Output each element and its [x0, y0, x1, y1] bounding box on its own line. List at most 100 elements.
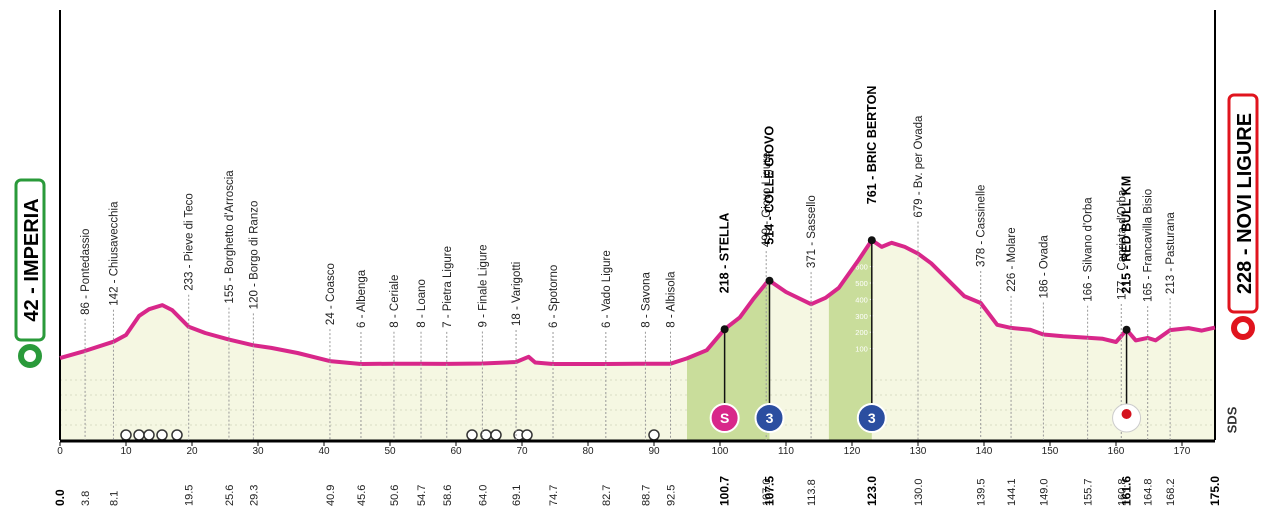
scale-label: 300 [855, 312, 868, 321]
icon [156, 429, 168, 441]
km-label: 160.8 [1116, 478, 1128, 506]
waypoint-label: 218 - STELLA [718, 213, 732, 294]
waypoint-dot [720, 325, 729, 334]
scale-label: 400 [855, 295, 868, 304]
x-tick-label: 130 [910, 446, 927, 457]
km-label: 64.0 [477, 485, 489, 506]
km-label: 3.8 [80, 491, 92, 506]
km-label: 139.5 [976, 478, 988, 506]
km-label: 88.7 [640, 485, 652, 506]
watermark: SDS [1224, 406, 1239, 433]
icon [171, 429, 183, 441]
icon [143, 429, 155, 441]
km-label: 107.0 [761, 478, 773, 506]
waypoint-dot [765, 276, 774, 285]
waypoint-label: 155 - Borghetto d'Arroscia [224, 170, 236, 304]
x-tick-label: 50 [384, 446, 396, 457]
waypoint-label: 378 - Cassinelle [976, 185, 988, 267]
finish-label: 228 - NOVI LIGURE [1234, 113, 1256, 294]
x-tick-label: 110 [778, 446, 794, 457]
x-tick-label: 70 [516, 446, 528, 457]
km-label: 144.1 [1006, 478, 1018, 506]
x-tick-label: 40 [318, 446, 330, 457]
waypoint-label: 177 - Capriata d'Orba [1116, 189, 1128, 300]
waypoint-label: 8 - Ceriale [389, 275, 401, 328]
waypoint-label: 6 - Albenga [356, 269, 368, 328]
km-label: 29.3 [248, 485, 260, 506]
x-tick-label: 80 [582, 446, 594, 457]
km-label: 74.7 [548, 485, 560, 506]
icon [648, 429, 660, 441]
waypoint-label: 186 - Ovada [1038, 235, 1050, 299]
waypoint-label: 679 - Bv. per Ovada [913, 115, 925, 218]
waypoint-dot [867, 236, 876, 245]
km-label: 164.8 [1143, 478, 1155, 506]
scale-label: 500 [855, 279, 868, 288]
start-box [14, 178, 46, 342]
km-label: 25.6 [224, 485, 236, 506]
x-tick-label: 30 [252, 446, 264, 457]
km-label: 92.5 [666, 485, 678, 506]
waypoint-label: 86 - Pontedassio [80, 229, 92, 315]
km-label: 45.6 [356, 485, 368, 506]
climb-category: 3 [766, 410, 774, 426]
climb-category: 3 [868, 410, 876, 426]
km-label: 50.6 [389, 485, 401, 506]
x-tick-label: 170 [1174, 446, 1191, 457]
waypoint-label: 8 - Loano [416, 279, 428, 328]
x-tick-label: 0 [57, 446, 63, 457]
scale-label: 200 [855, 328, 868, 337]
waypoint-label: 226 - Molare [1006, 227, 1018, 292]
x-tick-label: 100 [712, 446, 729, 457]
icon [490, 429, 502, 441]
waypoint-label: 499 - Giovo Ligure [761, 153, 773, 248]
scale-label: 600 [855, 263, 868, 272]
km-label: 100.7 [718, 476, 732, 506]
waypoint-label: 18 - Varigotti [511, 262, 523, 326]
x-tick-label: 90 [648, 446, 660, 457]
waypoint-label: 8 - Albisola [666, 271, 678, 328]
waypoint-label: 371 - Sassello [806, 195, 818, 268]
finish-box [1227, 93, 1259, 314]
km-label: 58.6 [442, 485, 454, 506]
waypoint-label: 213 - Pasturana [1165, 212, 1177, 294]
km-label: 107.5 [763, 476, 777, 506]
waypoint-label: 6 - Vado Ligure [601, 250, 613, 328]
km-label: 8.1 [108, 491, 120, 506]
km-label: 149.0 [1038, 478, 1050, 506]
km-label: 82.7 [601, 485, 613, 506]
waypoint-label: 9 - Finale Ligure [477, 244, 489, 327]
waypoint-label: 120 - Borgo di Ranzo [248, 201, 260, 310]
finish-km: 175.0 [1208, 476, 1222, 506]
waypoint-label: 6 - Spotorno [548, 265, 560, 328]
finish-icon-inner [1237, 322, 1249, 334]
km-label: 54.7 [416, 485, 428, 506]
km-label: 161.6 [1120, 476, 1134, 506]
x-tick-label: 20 [186, 446, 198, 457]
profile-fill [60, 240, 1215, 440]
scale-label: 100 [855, 345, 868, 354]
waypoint-label: 8 - Savona [640, 271, 652, 327]
climb-category: S [720, 410, 729, 426]
waypoint-label: 7 - Pietra Ligure [442, 246, 454, 328]
waypoint-label: 24 - Coasco [325, 263, 337, 325]
waypoint-label: 233 - Pieve di Teco [184, 193, 196, 291]
waypoint-label: 761 - BRIC BERTON [865, 86, 879, 205]
climb-icon [856, 403, 887, 433]
x-tick-label: 160 [1108, 446, 1125, 457]
km-label: 40.9 [325, 485, 337, 506]
waypoint-label: 215 - RED BULL KM [1120, 176, 1134, 294]
waypoint-label: 142 - Chiusavecchia [108, 201, 120, 306]
icon [133, 429, 145, 441]
x-tick-label: 150 [1042, 446, 1059, 457]
x-tick-label: 10 [120, 446, 132, 457]
climb-icon [709, 403, 740, 433]
climb-icon [754, 403, 785, 433]
start-icon-inner [24, 350, 36, 362]
km-label: 168.2 [1165, 478, 1177, 506]
waypoint-label: 166 - Silvano d'Orba [1083, 197, 1095, 302]
x-tick-label: 60 [450, 446, 462, 457]
km-label: 69.1 [511, 485, 523, 506]
km-label: 130.0 [913, 478, 925, 506]
